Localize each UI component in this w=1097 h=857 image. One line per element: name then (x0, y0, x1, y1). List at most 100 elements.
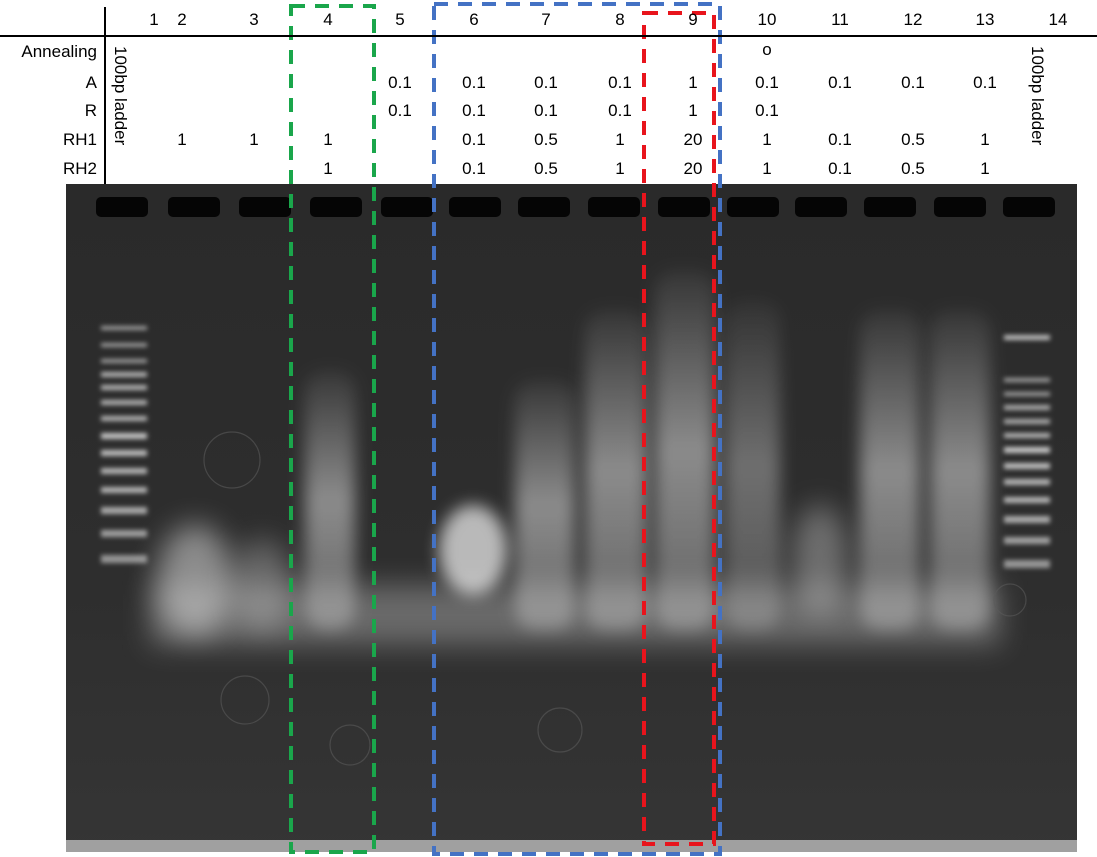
r-cell: 0.1 (388, 101, 412, 120)
ladder-band (101, 487, 147, 493)
smears (157, 270, 990, 635)
rh2-cell: 1 (615, 159, 625, 178)
ladder-band (1004, 560, 1050, 568)
row-label-rh1: RH1 (62, 130, 97, 149)
rh2-cell: 1 (323, 159, 333, 178)
bubble (537, 707, 583, 753)
row-label-annealing: Annealing (21, 42, 97, 61)
ladder-band (1004, 419, 1050, 424)
well (934, 197, 986, 217)
ladder-band (101, 385, 147, 390)
smear-lane-2 (157, 525, 233, 635)
r-cell: 0.1 (608, 101, 632, 120)
ladder-right (1004, 335, 1050, 568)
rh1-cell: 20 (683, 130, 703, 149)
lane-number: 10 (757, 10, 777, 29)
annealing-cell: o (762, 40, 772, 59)
well (727, 197, 779, 217)
gel-bottom-edge (66, 840, 1077, 852)
a-cell: 1 (688, 73, 698, 92)
smear-lane-13 (930, 310, 990, 630)
smear-lane-8 (585, 310, 647, 630)
rh1-cell: 1 (615, 130, 625, 149)
ladder-label-right: 100bp ladder (1028, 46, 1047, 146)
well (588, 197, 640, 217)
ladder-band (101, 468, 147, 474)
well (518, 197, 570, 217)
ladder-band (101, 530, 147, 537)
ladder-band (101, 343, 147, 347)
smear-lane-9 (655, 270, 715, 630)
r-cell: 0.1 (462, 101, 486, 120)
lane-number: 12 (903, 10, 923, 29)
bubble (993, 583, 1027, 617)
rh2-cell: 0.5 (534, 159, 558, 178)
a-cell: 0.1 (828, 73, 852, 92)
ladder-band (1004, 405, 1050, 410)
smear-lane-6 (439, 505, 507, 595)
rh2-cell: 1 (762, 159, 772, 178)
ladder-band (101, 433, 147, 439)
r-cell: 0.1 (534, 101, 558, 120)
rh1-cell: 0.5 (534, 130, 558, 149)
ladder-left (101, 326, 147, 563)
r-cell: 0.1 (755, 101, 779, 120)
a-cell: 0.1 (901, 73, 925, 92)
a-cell: 0.1 (973, 73, 997, 92)
well (795, 197, 847, 217)
ladder-band (101, 359, 147, 363)
a-cell: 0.1 (608, 73, 632, 92)
well (864, 197, 916, 217)
lane-number: 9 (688, 10, 698, 29)
header-divider (0, 35, 1097, 37)
smear-lane-12 (860, 310, 920, 630)
well (658, 197, 710, 217)
a-cell: 0.1 (534, 73, 558, 92)
ladder-band (101, 416, 147, 421)
ladder-band (1004, 392, 1050, 396)
lane-number: 3 (249, 10, 259, 29)
ladder-band (101, 372, 147, 377)
ladder-band (101, 555, 147, 563)
bubble (220, 675, 270, 725)
smear-lane-10 (725, 300, 780, 630)
wells (96, 197, 1055, 217)
well (239, 197, 291, 217)
label-divider (104, 7, 106, 184)
lane-number: 6 (469, 10, 479, 29)
smear-lane-4 (305, 370, 355, 630)
row-label-a: A (85, 73, 97, 92)
lane-number: 8 (615, 10, 625, 29)
ladder-band (1004, 447, 1050, 453)
well (381, 197, 433, 217)
a-cell: 0.1 (755, 73, 779, 92)
ladder-band (1004, 378, 1050, 382)
rh1-cell: 1 (177, 130, 187, 149)
a-cell: 0.1 (462, 73, 486, 92)
lane-number: 2 (177, 10, 187, 29)
rh1-cell: 1 (762, 130, 772, 149)
ladder-band (1004, 335, 1050, 340)
lane-number: 11 (831, 10, 849, 29)
rh1-cell: 1 (249, 130, 259, 149)
well (449, 197, 501, 217)
rh2-cell: 0.1 (462, 159, 486, 178)
r-cell: 1 (688, 101, 698, 120)
ladder-band (1004, 433, 1050, 438)
row-label-rh2: RH2 (62, 159, 97, 178)
green-highlight-box (289, 4, 376, 854)
ladder-band (1004, 516, 1050, 523)
well (168, 197, 220, 217)
well (310, 197, 362, 217)
lane-number: 13 (975, 10, 995, 29)
smear-lane-11 (792, 505, 848, 615)
ladder-band (101, 400, 147, 405)
ladder-label-left: 100bp ladder (111, 46, 130, 146)
red-highlight-box (642, 11, 716, 846)
rh2-cell: 1 (980, 159, 990, 178)
bubble (329, 724, 371, 766)
smear-lane-3 (232, 540, 292, 630)
ladder-band (1004, 463, 1050, 469)
